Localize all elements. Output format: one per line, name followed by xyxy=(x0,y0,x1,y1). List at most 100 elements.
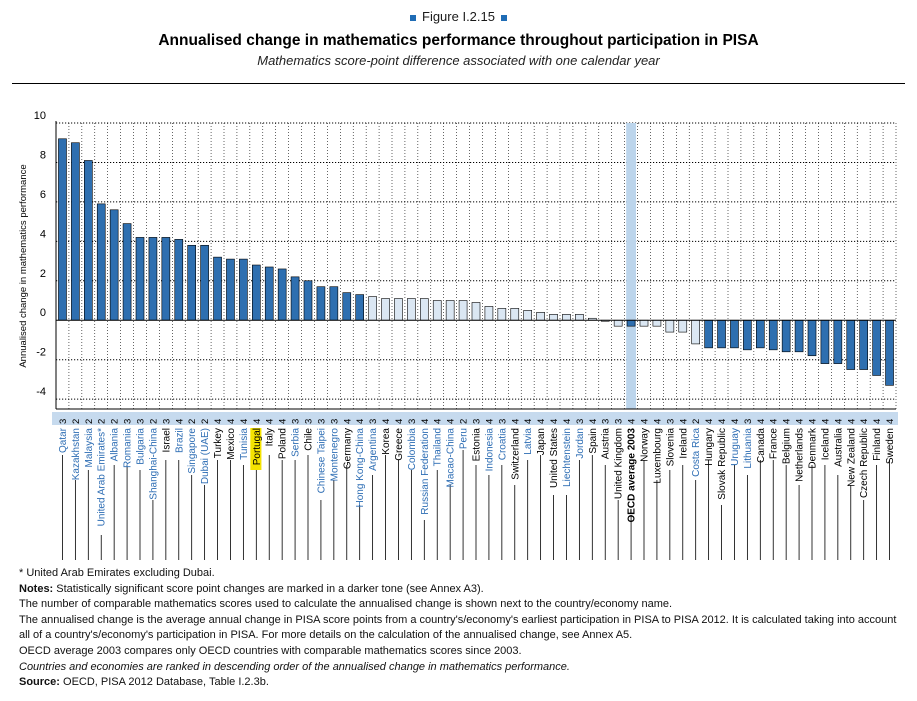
count-label: 4 xyxy=(549,419,560,424)
label-background xyxy=(858,428,869,500)
label-background xyxy=(57,428,68,455)
category-label: Mexico xyxy=(226,428,237,460)
category-label: Luxembourg xyxy=(652,428,663,484)
count-label: 3 xyxy=(123,419,134,424)
label-background xyxy=(729,428,740,465)
count-label: 2 xyxy=(97,419,108,424)
count-label: 3 xyxy=(614,419,625,424)
category-label: Brazil xyxy=(174,428,185,453)
bar xyxy=(665,319,675,333)
category-label: Indonesia xyxy=(484,428,495,472)
bar xyxy=(639,319,649,327)
count-label: 4 xyxy=(239,419,250,424)
label-background xyxy=(884,428,895,460)
category-label: Tunisia xyxy=(239,428,250,460)
category-label: Slovenia xyxy=(665,428,676,467)
category-label: Liechtenstein xyxy=(562,428,573,487)
bar xyxy=(303,280,313,321)
category-label: United Kingdom xyxy=(614,428,625,499)
count-label: 2 xyxy=(148,419,159,424)
count-label: 2 xyxy=(200,419,211,424)
y-tick-label: 8 xyxy=(40,149,46,161)
notes-method-line: The annualised change is the average ann… xyxy=(19,613,897,642)
count-label: 2 xyxy=(84,419,95,424)
notes-count-line: The number of comparable mathematics sco… xyxy=(19,598,673,611)
category-label: Switzerland xyxy=(510,428,521,480)
bar xyxy=(420,298,429,321)
bar xyxy=(872,319,881,376)
category-label: Japan xyxy=(536,428,547,455)
label-background xyxy=(832,428,843,475)
count-band xyxy=(52,412,898,425)
category-label: Ireland xyxy=(678,428,689,459)
label-background xyxy=(315,428,326,500)
label-background xyxy=(264,428,275,455)
bar xyxy=(213,256,222,321)
label-background xyxy=(419,428,430,520)
notes-ranking-line: Countries and economies are ranked in de… xyxy=(19,660,570,673)
bar xyxy=(781,319,791,353)
label-background xyxy=(561,428,572,495)
count-label: 2 xyxy=(71,419,82,424)
label-background xyxy=(393,428,404,460)
bar xyxy=(820,319,830,364)
label-background xyxy=(548,428,559,495)
square-bullet-icon xyxy=(410,14,416,21)
label-background xyxy=(600,428,611,465)
label-background xyxy=(845,428,856,485)
figure-label: Figure I.2.15 xyxy=(0,9,917,24)
bar xyxy=(743,319,752,351)
bar xyxy=(239,258,248,321)
category-label: Lithuania xyxy=(743,428,754,469)
label-background xyxy=(147,428,158,500)
bar xyxy=(432,300,442,321)
bar xyxy=(768,319,778,351)
count-label: 4 xyxy=(730,419,741,424)
count-label: 4 xyxy=(394,419,405,424)
label-background xyxy=(626,428,637,515)
bar xyxy=(252,264,261,321)
notes-line: Notes: Statistically significant score p… xyxy=(19,582,909,598)
bar xyxy=(562,314,571,321)
count-label: 4 xyxy=(536,419,547,424)
notes-text: Statistically significant score point ch… xyxy=(53,582,484,595)
bar xyxy=(264,266,274,321)
count-label: 3 xyxy=(665,419,676,424)
count-label: 4 xyxy=(252,419,263,424)
category-label: Turkey xyxy=(213,428,224,458)
bar xyxy=(329,286,339,321)
bar xyxy=(626,319,636,327)
count-label: 4 xyxy=(562,419,573,424)
label-background xyxy=(341,428,352,465)
count-label: 2 xyxy=(187,419,198,424)
category-label: Latvia xyxy=(523,428,534,455)
category-label: France xyxy=(769,428,780,460)
category-label: United States xyxy=(549,428,560,488)
label-background xyxy=(109,428,120,465)
category-label: Norway xyxy=(640,428,651,462)
category-label: Belgium xyxy=(782,428,793,464)
category-label: Iceland xyxy=(820,428,831,460)
label-background xyxy=(354,428,365,505)
label-background xyxy=(781,428,792,465)
count-label: 3 xyxy=(407,419,418,424)
label-background xyxy=(251,428,262,470)
title-divider xyxy=(12,83,905,84)
grid-layer xyxy=(55,122,897,409)
category-label: Argentina xyxy=(368,428,379,471)
category-label: Netherlands xyxy=(795,428,806,482)
count-label: 4 xyxy=(782,419,793,424)
category-label: Chinese Taipei xyxy=(316,428,327,493)
highlight-layer xyxy=(626,123,636,409)
category-label: Italy xyxy=(265,428,276,446)
category-label: Colombia xyxy=(407,428,418,471)
label-background xyxy=(871,428,882,465)
count-label: 4 xyxy=(420,419,431,424)
category-label: Slovak Republic xyxy=(717,428,728,500)
count-label: 3 xyxy=(291,419,302,424)
count-label: 2 xyxy=(691,419,702,424)
category-label: Shanghai-China xyxy=(148,428,159,500)
category-label: Hungary xyxy=(704,428,715,466)
category-label: Macao-China xyxy=(446,428,457,488)
